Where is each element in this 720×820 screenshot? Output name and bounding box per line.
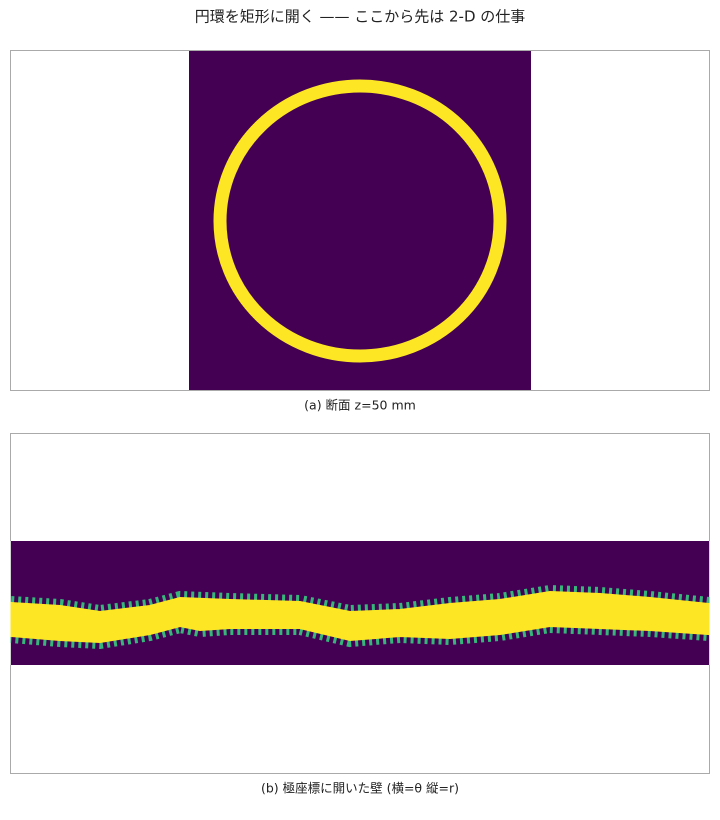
panel-caption: (b) 極座標に開いた壁 (横=θ 縦=r) bbox=[261, 781, 459, 796]
panel-a bbox=[11, 51, 710, 391]
mask bbox=[0, 541, 11, 665]
figure-title: 円環を矩形に開く —— ここから先は 2-D の仕事 bbox=[195, 8, 526, 26]
panel-b bbox=[0, 434, 720, 774]
mask bbox=[710, 541, 720, 665]
cross-section-image bbox=[189, 51, 531, 390]
panel-caption: (a) 断面 z=50 mm bbox=[304, 398, 416, 413]
